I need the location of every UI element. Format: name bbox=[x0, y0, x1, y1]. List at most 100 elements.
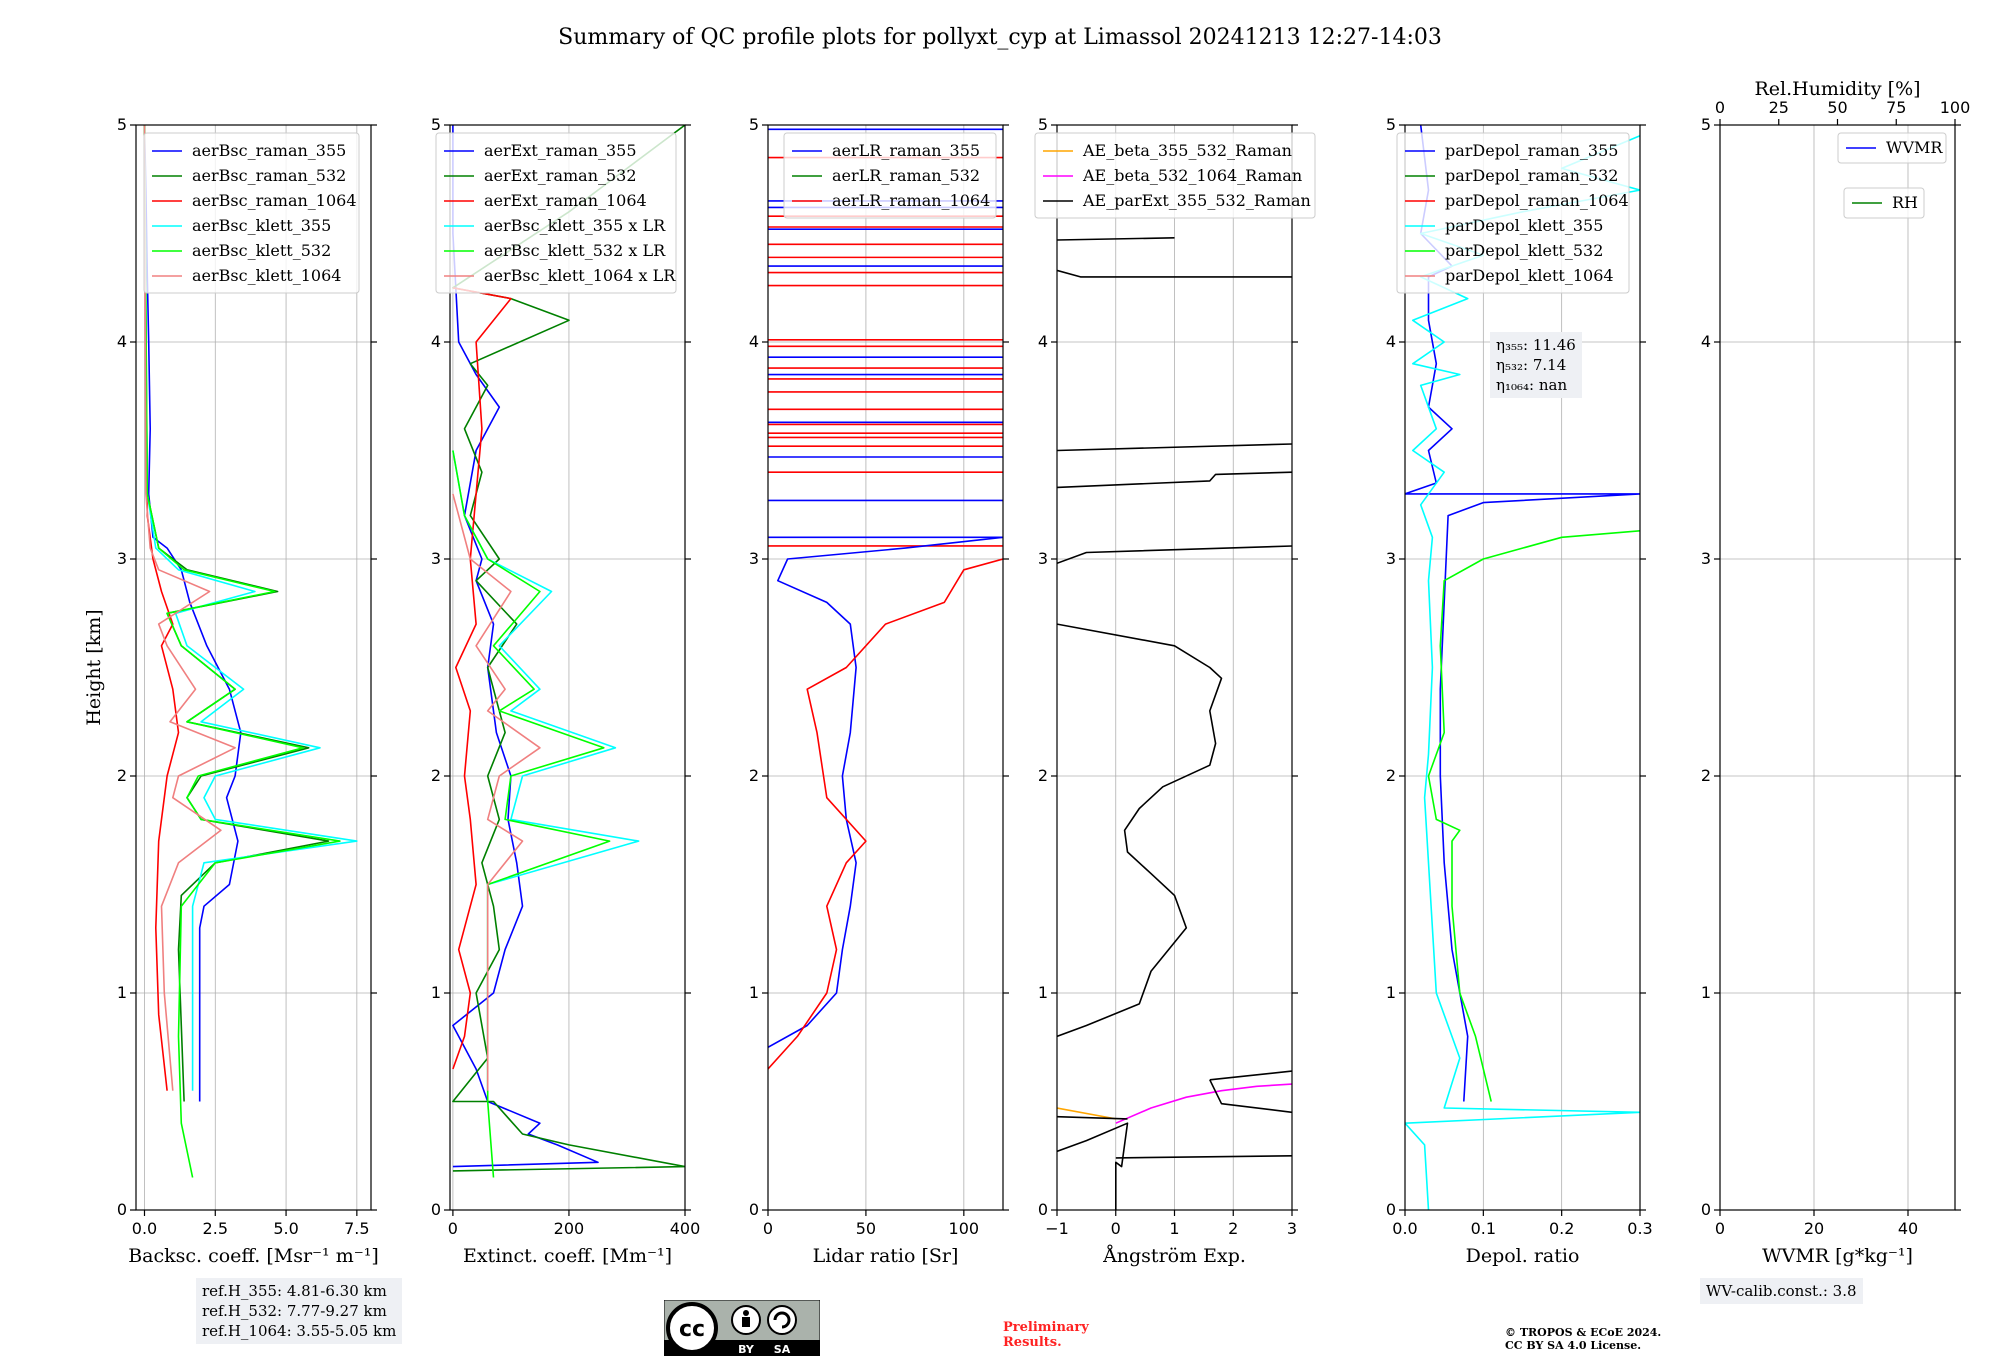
y-tick-label: 2 bbox=[1701, 766, 1711, 785]
ticks-depol bbox=[1399, 124, 1646, 1216]
axes-frame-depol bbox=[1404, 124, 1641, 1211]
series-ext bbox=[452, 125, 685, 1178]
refh-532: ref.H_532: 7.77-9.27 km bbox=[202, 1302, 387, 1320]
y-tick-label: 4 bbox=[1701, 332, 1711, 351]
x-axis-label: WVMR [g*kg⁻¹] bbox=[1762, 1245, 1913, 1267]
legend-label: aerBsc_klett_532 bbox=[192, 241, 331, 260]
legend-ae: AE_beta_355_532_Raman AE_beta_532_1064_Ra… bbox=[1034, 132, 1316, 219]
x-tick-label: 0 bbox=[763, 1219, 773, 1238]
y-tick-label: 4 bbox=[117, 332, 127, 351]
legend-label: aerBsc_raman_532 bbox=[192, 166, 346, 185]
series-line-segment bbox=[1209, 1070, 1292, 1081]
x-tick-label: 0 bbox=[1111, 1219, 1121, 1238]
y-tick-label: 3 bbox=[431, 549, 441, 568]
legend-label: aerBsc_klett_1064 bbox=[192, 266, 341, 285]
legend-label: aerExt_raman_532 bbox=[484, 166, 637, 185]
legend-label: parDepol_raman_532 bbox=[1445, 166, 1618, 185]
axes-frame-wv bbox=[1719, 124, 1956, 1211]
x-tick-label: 100 bbox=[949, 1219, 980, 1238]
x-tick-label: 2.5 bbox=[203, 1219, 228, 1238]
panel-wv: 0 20 40 0 1 2 3 4 5 WVMR [g*kg⁻¹] 0 25 50 75 100 Rel.Hu… bbox=[1701, 78, 1970, 1267]
series-line-aerLR_raman_1064 bbox=[768, 558, 1003, 1070]
series-line-parDepol_klett_532 bbox=[1427, 530, 1640, 1102]
gridlines-wv bbox=[1719, 124, 1955, 1211]
legend-wv-0: WVMR bbox=[1837, 132, 1947, 164]
series-line-aerExt_raman_532 bbox=[452, 125, 685, 1172]
legend-frame bbox=[783, 132, 997, 219]
axes-frame-bsc bbox=[135, 124, 372, 1211]
top-x-tick-label: 25 bbox=[1769, 98, 1789, 117]
wv-calib-box: WV-calib.const.: 3.8 bbox=[1700, 1278, 1863, 1304]
panel-bsc: 0.0 2.5 5.0 7.5 0 1 2 3 4 5 Backsc. coeff. [Msr⁻¹ … bbox=[83, 115, 379, 1267]
legend-frame bbox=[435, 132, 677, 294]
x-axis-label: Backsc. coeff. [Msr⁻¹ m⁻¹] bbox=[128, 1245, 379, 1267]
gridlines-ae bbox=[1056, 124, 1293, 1211]
y-tick-label: 3 bbox=[117, 549, 127, 568]
y-tick-label: 2 bbox=[1386, 766, 1396, 785]
y-tick-label: 2 bbox=[749, 766, 759, 785]
cc-by-sa-license-badge: cc BY SA bbox=[664, 1300, 820, 1356]
refh-355: ref.H_355: 4.81-6.30 km bbox=[202, 1282, 387, 1300]
legend-frame bbox=[143, 132, 360, 294]
legend-label: aerBsc_klett_355 x LR bbox=[484, 216, 666, 235]
x-tick-label: 0 bbox=[1715, 1219, 1725, 1238]
y-tick-label: 3 bbox=[1386, 549, 1396, 568]
series-line-segment bbox=[1115, 1155, 1292, 1159]
x-tick-label: 50 bbox=[856, 1219, 876, 1238]
legend-bsc: aerBsc_raman_355 aerBsc_raman_532 aerBsc_r… bbox=[143, 132, 360, 294]
legend-label: aerBsc_raman_355 bbox=[192, 141, 346, 160]
x-tick-label: 7.5 bbox=[344, 1219, 369, 1238]
legend-frame bbox=[1396, 132, 1630, 294]
axes-frame-lr bbox=[767, 124, 1004, 1211]
series-line-AE_beta_532_1064_Raman bbox=[1115, 1083, 1292, 1124]
legend-frame bbox=[1034, 132, 1316, 219]
x-tick-label: 200 bbox=[554, 1219, 585, 1238]
x-tick-label: 0.0 bbox=[132, 1219, 157, 1238]
y-tick-label: 4 bbox=[749, 332, 759, 351]
y-tick-label: 4 bbox=[1386, 332, 1396, 351]
y-tick-label: 5 bbox=[117, 115, 127, 134]
svg-text:cc: cc bbox=[679, 1317, 705, 1342]
legend-label: aerBsc_klett_1064 x LR bbox=[484, 266, 676, 285]
x-tick-label: 0 bbox=[448, 1219, 458, 1238]
legend-label: parDepol_raman_355 bbox=[1445, 141, 1618, 160]
x-tick-label: −1 bbox=[1045, 1219, 1069, 1238]
y-tick-label: 4 bbox=[1038, 332, 1048, 351]
series-line-AE_beta_355_532_Raman bbox=[1057, 1107, 1116, 1120]
eta-355: η₃₅₅: 11.46 bbox=[1496, 336, 1576, 354]
preliminary-notice: Preliminary Results. bbox=[1003, 1320, 1089, 1350]
y-tick-label: 0 bbox=[749, 1200, 759, 1219]
gridlines-lr bbox=[767, 124, 1003, 1211]
series-line-AE_parExt_355_532_Raman bbox=[1057, 623, 1223, 1038]
legend-label: aerBsc_raman_1064 bbox=[192, 191, 357, 210]
series-line-aerExt_raman_1064 bbox=[452, 287, 512, 1070]
copyright-line-1: © TROPOS & ECoE 2024. bbox=[1505, 1326, 1662, 1339]
y-tick-label: 5 bbox=[749, 115, 759, 134]
ticks-bsc bbox=[130, 124, 377, 1216]
x-tick-label: 20 bbox=[1804, 1219, 1824, 1238]
x-tick-label: 0.0 bbox=[1392, 1219, 1417, 1238]
y-tick-label: 0 bbox=[1701, 1200, 1711, 1219]
legend-label: aerLR_raman_355 bbox=[832, 141, 980, 160]
x-axis-label: Ångström Exp. bbox=[1102, 1245, 1246, 1267]
series-line-aerBsc_klett_355 bbox=[143, 125, 358, 1091]
x-axis-label: Depol. ratio bbox=[1466, 1245, 1580, 1267]
series-line-segment bbox=[1057, 237, 1175, 241]
legend-frame bbox=[1837, 132, 1947, 164]
ticks-ae bbox=[1051, 124, 1298, 1216]
series-line-segment bbox=[1057, 545, 1292, 565]
panel-ext: 0 200 400 0 1 2 3 4 5 Extinct. coeff. [Mm⁻¹] aerEx… bbox=[431, 115, 700, 1267]
legend-frame bbox=[1843, 187, 1925, 219]
x-tick-label: 5.0 bbox=[273, 1219, 298, 1238]
legend-depol: parDepol_raman_355 parDepol_raman_532 parD… bbox=[1396, 132, 1630, 294]
y-tick-label: 0 bbox=[431, 1200, 441, 1219]
eta-1064: η₁₀₆₄: nan bbox=[1496, 376, 1568, 394]
legend-label: aerLR_raman_532 bbox=[832, 166, 980, 185]
x-tick-label: 40 bbox=[1898, 1219, 1918, 1238]
series-line-aerBsc_klett_1064 x LR bbox=[452, 493, 541, 1091]
y-tick-label: 5 bbox=[1386, 115, 1396, 134]
ticks-wv bbox=[1714, 124, 1961, 1216]
ticks-lr bbox=[762, 124, 1009, 1216]
